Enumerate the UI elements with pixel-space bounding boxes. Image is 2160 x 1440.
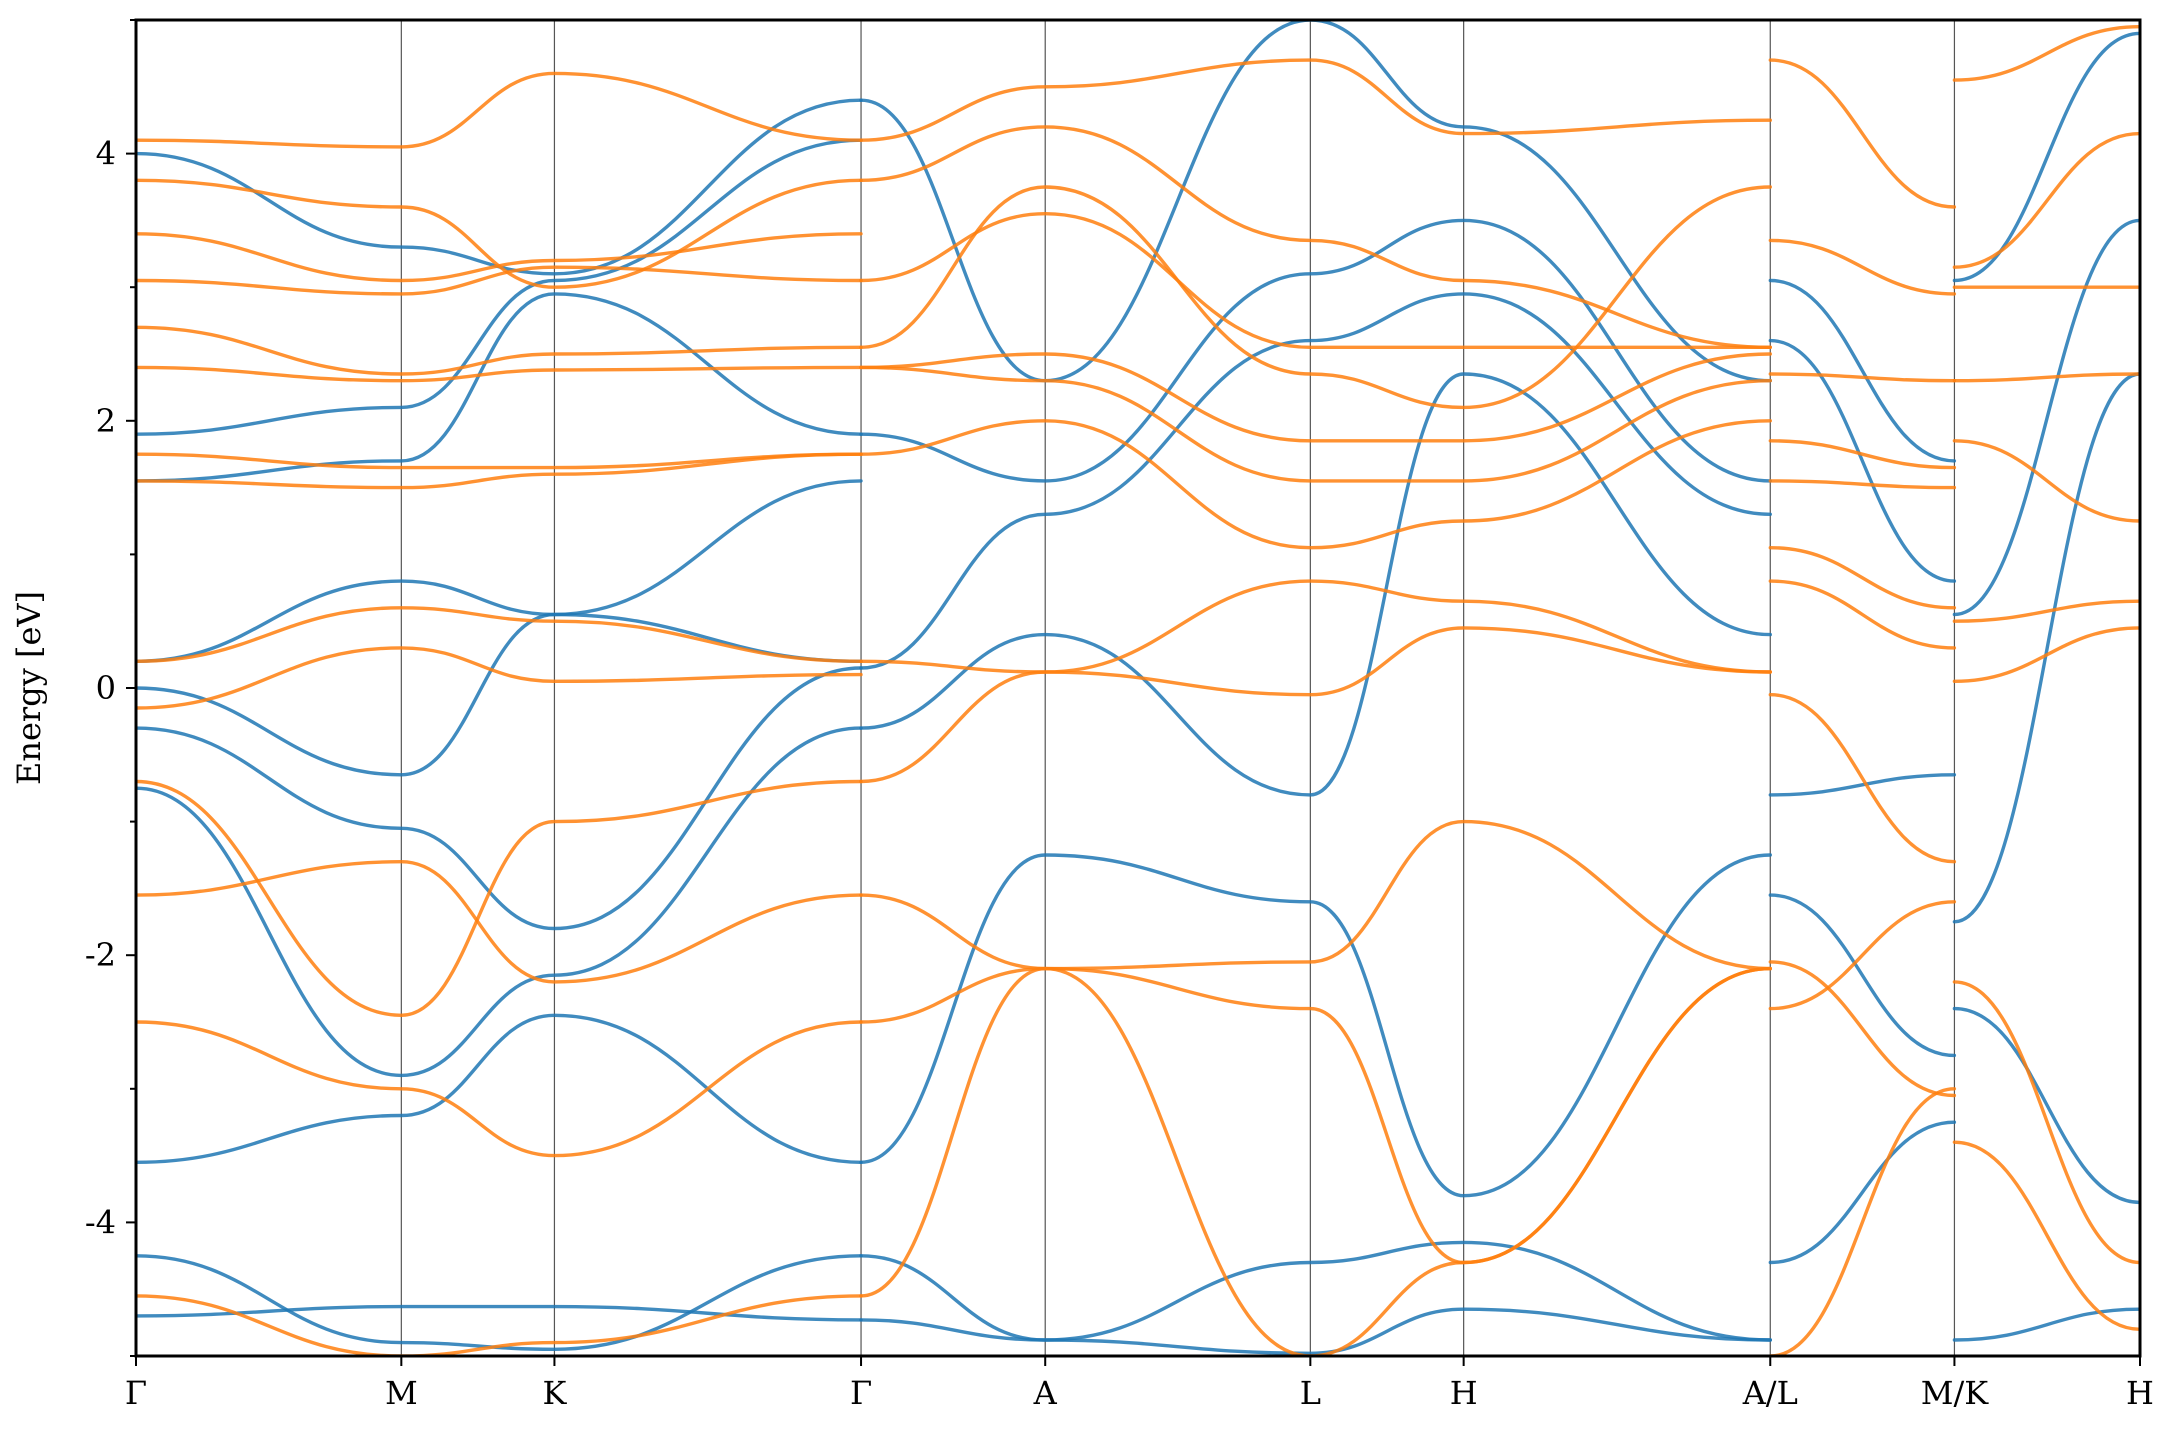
band-62 <box>1768 238 1957 296</box>
band-14 <box>859 292 1772 670</box>
band-61 <box>1768 372 1957 383</box>
band-34 <box>136 452 863 470</box>
x-tick-label-4: A <box>1033 1374 1058 1412</box>
band-47 <box>859 365 1772 483</box>
band-60 <box>1768 439 1957 470</box>
band-68 <box>1952 439 2140 523</box>
x-tick-label-6: H <box>1450 1374 1478 1412</box>
band-67 <box>1952 599 2140 623</box>
band-12 <box>859 853 1772 1198</box>
band-7 <box>136 292 863 483</box>
x-tick-label-9: H <box>2126 1374 2154 1412</box>
band-42 <box>859 966 1772 1265</box>
x-tick-label-7: A/L <box>1742 1374 1798 1412</box>
band-11 <box>859 1240 1772 1342</box>
band-37 <box>136 265 863 296</box>
band-44 <box>859 626 1772 784</box>
high-symmetry-lines <box>400 20 1956 1356</box>
band-41 <box>859 966 1772 1356</box>
band-24 <box>1952 1006 2140 1205</box>
x-tick-label-2: K <box>542 1374 567 1412</box>
y-axis-label: Energy [eV] <box>10 591 48 785</box>
band-39 <box>136 178 863 289</box>
y-tick-label-0: -4 <box>85 1203 116 1241</box>
band-38 <box>136 232 863 283</box>
band-33 <box>136 452 863 490</box>
band-19 <box>1768 773 1957 797</box>
band-48 <box>859 352 1772 443</box>
band-46 <box>859 419 1772 550</box>
band-22 <box>1952 1307 2140 1342</box>
x-tick-label-3: Γ <box>850 1374 872 1412</box>
band-30 <box>136 779 863 1018</box>
band-2 <box>136 1013 863 1164</box>
band-28 <box>136 1020 863 1158</box>
band-lines <box>136 20 2140 1356</box>
band-66 <box>1952 626 2140 683</box>
band-52 <box>859 58 1772 142</box>
x-tick-label-1: M <box>385 1374 418 1412</box>
band-54 <box>1768 960 1957 1098</box>
x-tick-label-0: Γ <box>125 1374 147 1412</box>
band-27 <box>136 1294 863 1356</box>
band-3 <box>136 726 863 1078</box>
band-72 <box>1952 25 2140 82</box>
band-35 <box>136 365 863 383</box>
band-51 <box>859 125 1772 349</box>
band-13 <box>859 372 1772 797</box>
band-49 <box>859 185 1772 410</box>
band-45 <box>859 579 1772 674</box>
band-69 <box>1952 372 2140 383</box>
band-40 <box>136 71 863 149</box>
band-50 <box>859 211 1772 350</box>
plot-frame <box>134 18 2142 1358</box>
band-4 <box>136 666 863 931</box>
band-17 <box>1768 1120 1957 1265</box>
band-26 <box>1952 31 2140 283</box>
y-tick-label-3: 2 <box>96 402 116 440</box>
band-21 <box>1768 278 1957 463</box>
x-tick-label-8: M/K <box>1921 1374 1990 1412</box>
band-58 <box>1768 546 1957 610</box>
band-56 <box>1768 693 1957 864</box>
x-axis: Γ M K Γ A L H A/L M/K H <box>125 1356 2154 1412</box>
band-32 <box>136 606 863 663</box>
x-tick-label-5: L <box>1300 1374 1321 1412</box>
band-18 <box>1768 893 1957 1058</box>
band-5 <box>136 612 863 777</box>
band-1 <box>136 1254 863 1352</box>
band-71 <box>1952 131 2140 269</box>
y-tick-label-1: -2 <box>85 936 116 974</box>
band-6 <box>136 479 863 663</box>
band-36 <box>136 325 863 376</box>
y-tick-label-2: 0 <box>96 669 116 707</box>
band-23 <box>1952 372 2140 924</box>
band-65 <box>1952 980 2140 1265</box>
band-25 <box>1952 218 2140 617</box>
y-tick-label-4: 4 <box>96 135 116 173</box>
band-53 <box>1768 1087 1957 1356</box>
band-57 <box>1768 579 1957 650</box>
band-29 <box>136 859 863 984</box>
band-9 <box>136 98 863 276</box>
band-20 <box>1768 338 1957 583</box>
band-31 <box>136 646 863 710</box>
band-55 <box>1768 900 1957 1011</box>
band-10 <box>859 1307 1772 1356</box>
band-16 <box>859 20 1772 383</box>
band-8 <box>136 138 863 436</box>
band-63 <box>1768 58 1957 209</box>
band-64 <box>1952 1140 2140 1331</box>
y-axis: -4 -2 0 2 4 <box>85 19 136 1357</box>
band-43 <box>859 819 1772 971</box>
band-15 <box>859 218 1772 483</box>
band-59 <box>1768 479 1957 490</box>
